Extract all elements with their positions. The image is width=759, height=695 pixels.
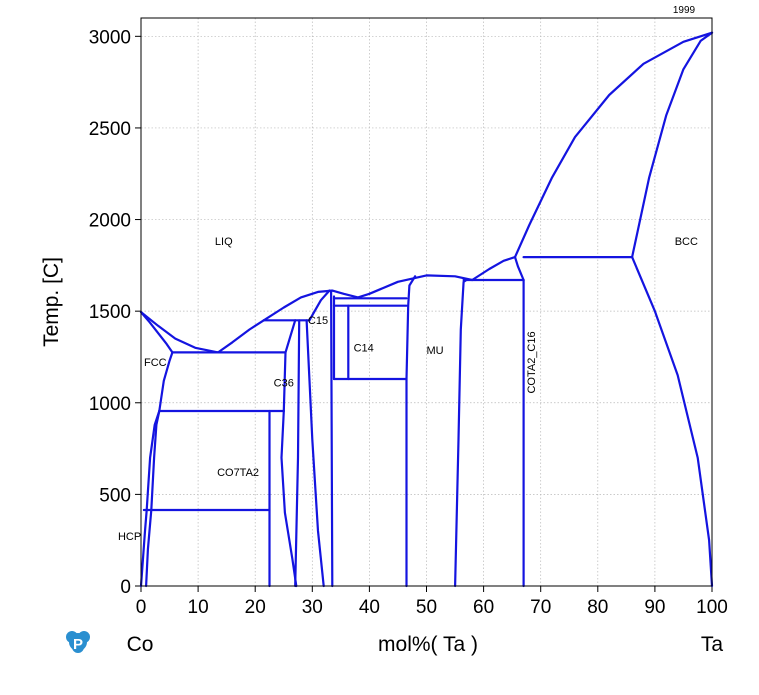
phase-label: C36 xyxy=(274,377,294,389)
phase-boundary-liquidus-c36-side xyxy=(217,319,265,354)
phase-boundary-c15-top-left xyxy=(308,289,331,322)
x-tick-label: 90 xyxy=(644,597,665,618)
phase-boundary-liquidus-c15-dome xyxy=(262,289,334,322)
phase-boundary-bcc-solvus xyxy=(630,256,714,588)
phase-label: BCC xyxy=(675,236,698,248)
phase-boundary-fcc-hcp-boundary xyxy=(139,409,161,588)
right-element-label: Ta xyxy=(701,633,724,656)
phase-labels: LIQ BCC FCC HCP CO7TA2 C36 C15 C14 MU COTA2_C16 xyxy=(118,236,698,543)
phase-boundary-liquidus-co-side xyxy=(139,311,220,354)
y-tick-label: 0 xyxy=(120,577,131,598)
plot-frame xyxy=(140,17,713,587)
y-tick-label: 1500 xyxy=(89,302,131,323)
phase-boundary-mu-left xyxy=(405,275,417,588)
phase-boundaries xyxy=(139,31,714,588)
x-tick-label: 70 xyxy=(530,597,551,618)
x-tick-labels: 0 10 20 30 40 50 60 70 80 90 100 xyxy=(136,597,728,618)
phase-label: C15 xyxy=(308,315,328,327)
phase-boundary-c15-left xyxy=(305,319,325,588)
phase-label: LIQ xyxy=(215,236,233,248)
logo-icon: P xyxy=(66,631,90,653)
x-tick-label: 40 xyxy=(359,597,380,618)
x-tick-label: 30 xyxy=(302,597,323,618)
stamp-label: 1999 xyxy=(673,5,696,16)
phase-boundary-mu-right xyxy=(454,278,468,588)
y-tick-label: 1000 xyxy=(89,394,131,415)
phase-label: C14 xyxy=(354,342,374,354)
y-tick-label: 3000 xyxy=(89,27,131,48)
phase-boundary-liquidus-c14-dome xyxy=(331,289,371,299)
logo-letter: P xyxy=(73,636,83,653)
x-tick-label: 80 xyxy=(587,597,608,618)
phase-boundary-bcc-solidus xyxy=(630,31,714,259)
phase-boundary-c15-right xyxy=(330,289,334,588)
phase-boundary-liquidus-bcc-ta-side xyxy=(513,31,714,259)
phase-boundary-liquidus-mu-dome xyxy=(368,274,474,295)
y-tick-labels: 0 500 1000 1500 2000 2500 3000 xyxy=(89,27,131,598)
phase-label: CO7TA2 xyxy=(217,467,259,479)
phase-boundary-liquidus-c16-dome xyxy=(471,256,517,282)
y-tick-label: 2500 xyxy=(89,119,131,140)
phase-boundary-c36-left-upper xyxy=(282,319,297,413)
grid-lines xyxy=(141,18,712,586)
phase-label: HCP xyxy=(118,531,141,543)
phase-boundary-fcc-solidus xyxy=(139,311,174,354)
phase-boundary-fcc-left-upper xyxy=(158,351,174,413)
y-axis-title: Temp. [C] xyxy=(40,257,63,347)
phase-label: FCC xyxy=(144,357,167,369)
phase-label: COTA2_C16 xyxy=(526,331,538,393)
phase-boundary-c36-right xyxy=(294,319,301,588)
y-tick-label: 2000 xyxy=(89,211,131,232)
phase-boundary-fcc-right xyxy=(145,409,161,588)
phase-label: MU xyxy=(427,345,444,357)
x-tick-label: 60 xyxy=(473,597,494,618)
x-tick-label: 50 xyxy=(416,597,437,618)
x-tick-label: 20 xyxy=(245,597,266,618)
phase-boundary-c16-right xyxy=(513,256,525,282)
left-element-label: Co xyxy=(127,633,154,656)
axis-ticks xyxy=(135,35,713,592)
y-tick-label: 500 xyxy=(99,485,131,506)
x-axis-title: mol%( Ta ) xyxy=(378,633,478,656)
x-tick-label: 0 xyxy=(136,597,147,618)
x-tick-label: 100 xyxy=(696,597,728,618)
phase-boundary-c36-left xyxy=(280,409,298,588)
x-tick-label: 10 xyxy=(188,597,209,618)
